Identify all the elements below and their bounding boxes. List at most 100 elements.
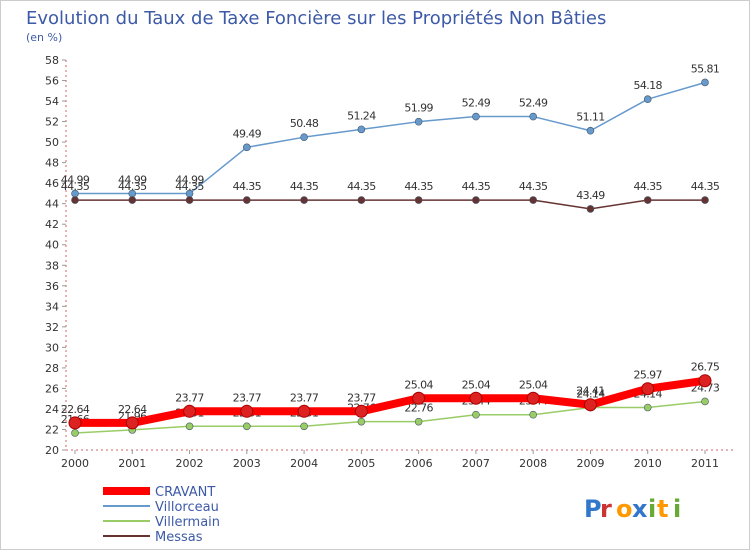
data-point (472, 410, 480, 419)
data-label: 44.35 (404, 180, 433, 193)
x-tick-label: 2008 (519, 457, 547, 470)
y-tick-label: 46 (45, 177, 59, 190)
legend-label: Villorceau (155, 500, 219, 515)
y-tick-label: 38 (45, 259, 59, 272)
data-point (357, 417, 366, 426)
data-label: 44.35 (691, 180, 720, 193)
series-layer: 44.99 44.99 44.99 49.49 50.48 51.24 51.99 52.49… (61, 62, 720, 437)
data-point (643, 403, 652, 412)
data-point (472, 112, 480, 121)
y-tick-label: 20 (45, 444, 59, 457)
data-label: 44.35 (633, 180, 662, 193)
data-point (300, 133, 308, 141)
data-label: 22.76 (404, 402, 433, 415)
data-point (185, 196, 194, 204)
data-label: 50.48 (290, 117, 319, 130)
y-tick-label: 22 (45, 423, 59, 436)
y-tick-label: 58 (45, 54, 59, 67)
data-point (71, 196, 79, 204)
y-tick-label: 24 (45, 403, 59, 416)
series-line (74, 81, 706, 195)
y-tick-label: 40 (45, 239, 59, 252)
data-label: 44.35 (347, 180, 376, 193)
data-point (414, 117, 423, 126)
x-tick-label: 2010 (634, 457, 662, 470)
data-point (300, 422, 308, 431)
data-label: 44.35 (290, 180, 319, 193)
y-tick-label: 50 (45, 136, 59, 149)
series-messas: 44.35 44.35 44.35 44.35 44.35 44.35 44.35 44.35… (61, 180, 720, 213)
data-label: 44.99 (118, 174, 147, 187)
logo-letter: o (616, 495, 633, 523)
data-label: 54.18 (633, 79, 662, 92)
data-label: 25.04 (462, 378, 491, 391)
x-tick-label: 2000 (61, 457, 89, 470)
data-label: 51.99 (404, 102, 433, 115)
legend-label: CRAVANT (155, 485, 215, 500)
data-point (641, 382, 655, 396)
x-tick-label: 2002 (176, 457, 204, 470)
data-label: 44.35 (175, 180, 204, 193)
data-point (243, 196, 251, 204)
data-point (71, 429, 79, 437)
data-point (185, 422, 194, 431)
x-tick-label: 2007 (462, 457, 490, 470)
data-point (183, 404, 197, 418)
data-point (586, 126, 595, 135)
data-label: 44.35 (61, 180, 90, 193)
data-point (586, 205, 595, 213)
y-tick-label: 52 (45, 116, 59, 129)
data-point (357, 196, 366, 204)
logo-letter: i (648, 495, 656, 523)
data-point (583, 398, 597, 412)
x-tick-label: 2009 (576, 457, 604, 470)
x-tick-label: 2003 (233, 457, 261, 470)
data-label: 44.35 (118, 180, 147, 193)
data-label: 25.04 (404, 378, 433, 391)
data-label: 44.99 (61, 174, 90, 187)
y-tick-label: 26 (45, 382, 59, 395)
series-villorceau: 44.99 44.99 44.99 49.49 50.48 51.24 51.99 52.49… (61, 62, 720, 198)
logo-letter: t (657, 495, 668, 523)
data-point (68, 416, 82, 430)
data-label: 23.77 (347, 391, 376, 404)
y-tick-label: 44 (45, 198, 59, 211)
y-tick-label: 54 (45, 95, 59, 108)
chart-subtitle: (en %) (26, 31, 62, 44)
x-tick-label: 2005 (347, 457, 375, 470)
y-tick-label: 56 (45, 75, 59, 88)
logo-letter: P (584, 495, 602, 523)
x-tick-label: 2006 (405, 457, 433, 470)
data-label: 44.35 (462, 180, 491, 193)
data-point (300, 196, 308, 204)
y-tick-label: 42 (45, 218, 59, 231)
proxiti-logo: Pr o x i t i (584, 495, 681, 523)
data-point (357, 125, 366, 134)
y-tick-label: 30 (45, 341, 59, 354)
data-point (128, 196, 137, 204)
data-label: 55.81 (691, 62, 720, 75)
data-point (698, 374, 712, 388)
data-point (354, 404, 368, 418)
chart-title: Evolution du Taux de Taxe Foncière sur l… (26, 8, 606, 29)
data-point (472, 196, 480, 204)
data-label: 44.35 (233, 180, 262, 193)
data-label: 22.64 (61, 403, 90, 416)
data-point (414, 417, 423, 426)
y-tick-label: 28 (45, 362, 59, 375)
data-label: 23.77 (175, 391, 204, 404)
data-point (469, 391, 483, 405)
legend-label: Messas (155, 530, 203, 545)
logo-letter: x (632, 495, 648, 523)
data-point (240, 404, 254, 418)
data-label: 51.24 (347, 109, 376, 122)
data-point (414, 196, 423, 204)
data-point (125, 416, 139, 430)
data-point (529, 112, 537, 121)
y-tick-label: 48 (45, 157, 59, 170)
series-line (71, 376, 709, 427)
data-point (526, 391, 540, 405)
data-point (297, 404, 311, 418)
